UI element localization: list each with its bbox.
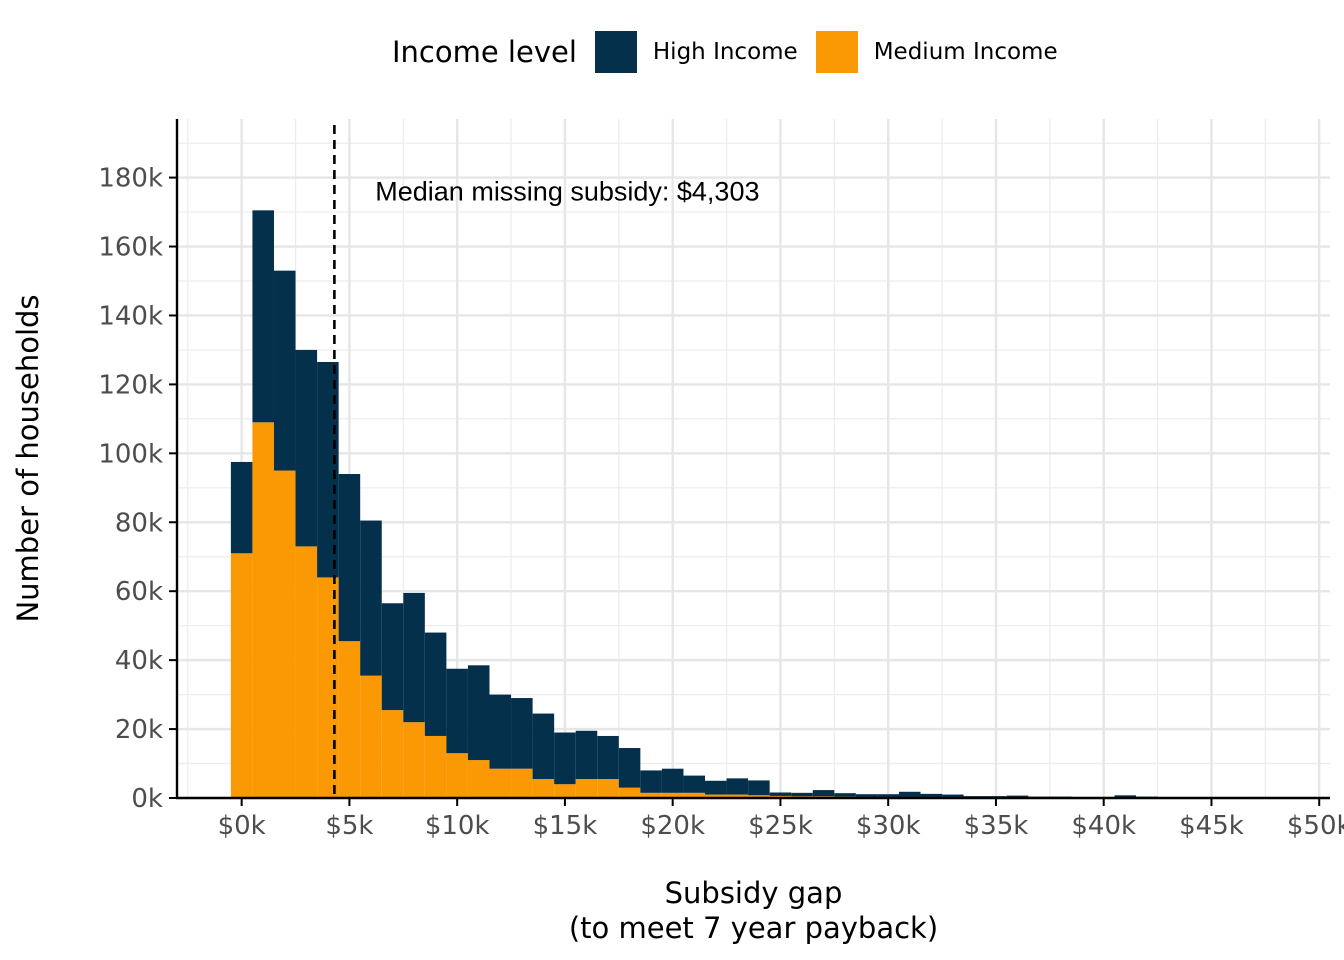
x-tick-label: $45k: [1179, 811, 1244, 841]
y-tick-label: 0k: [131, 784, 163, 814]
bar-medium-income: [726, 794, 749, 798]
bar-high-income: [705, 780, 727, 795]
bar-medium-income: [403, 722, 425, 798]
bar-high-income: [511, 698, 533, 769]
bar-medium-income: [424, 735, 447, 798]
bar-medium-income: [661, 792, 684, 798]
bar-high-income: [597, 735, 619, 780]
bar-high-income: [230, 461, 253, 554]
bar-high-income: [963, 796, 986, 798]
bar-medium-income: [575, 779, 598, 798]
bar-medium-income: [467, 760, 490, 798]
x-tick-label: $10k: [425, 811, 490, 841]
bar-medium-income: [683, 792, 706, 798]
bar-medium-income: [273, 470, 296, 798]
x-tick-label: $40k: [1071, 811, 1136, 841]
bar-high-income: [338, 474, 361, 642]
legend-title: Income level: [392, 35, 577, 69]
legend-label-medium-income: Medium Income: [873, 39, 1058, 65]
bar-high-income: [769, 792, 792, 796]
bar-medium-income: [597, 779, 619, 798]
bar-high-income: [1114, 795, 1137, 798]
x-axis-subtitle: (to meet 7 year payback): [569, 911, 938, 945]
bar-high-income: [791, 792, 813, 797]
bar-high-income: [748, 780, 770, 796]
bar-high-income: [683, 775, 706, 793]
bar-high-income: [532, 713, 555, 780]
bar-high-income: [381, 603, 404, 711]
y-tick-label: 100k: [98, 439, 163, 469]
bar-high-income: [855, 794, 878, 797]
median-annotation: Median missing subsidy: $4,303: [375, 176, 759, 206]
bar-medium-income: [230, 553, 253, 798]
y-tick-label: 20k: [115, 715, 163, 745]
x-tick-label: $25k: [748, 811, 813, 841]
bar-medium-income: [252, 422, 274, 798]
x-tick-label: $15k: [533, 811, 598, 841]
bar-high-income: [726, 778, 749, 795]
bar-medium-income: [381, 710, 404, 798]
y-axis-title: Number of households: [11, 294, 45, 622]
legend: Income level High Income Medium Income: [392, 30, 1076, 74]
bar-high-income: [360, 520, 382, 676]
bar-medium-income: [338, 641, 361, 798]
x-axis-title: Subsidy gap: [665, 876, 843, 910]
bar-high-income: [489, 694, 512, 769]
y-tick-label: 180k: [98, 164, 163, 194]
axes: 0k 20k 40k 60k 80k 100k 120k 140k 160k 180k $0k $5k…: [98, 119, 1344, 841]
bar-high-income: [898, 791, 921, 797]
bar-high-income: [985, 796, 1007, 798]
y-tick-label: 120k: [98, 370, 163, 400]
y-tick-label: 60k: [115, 577, 163, 607]
bar-high-income: [812, 790, 835, 797]
y-tick-label: 80k: [115, 508, 163, 538]
bar-high-income: [403, 592, 425, 723]
x-tick-label: $20k: [640, 811, 705, 841]
bar-high-income: [424, 632, 447, 736]
bar-high-income: [252, 210, 274, 423]
legend-label-high-income: High Income: [652, 39, 798, 65]
y-tick-label: 40k: [115, 646, 163, 676]
bar-medium-income: [640, 792, 662, 798]
bar-medium-income: [511, 768, 533, 798]
bar-high-income: [575, 730, 598, 780]
bar-medium-income: [618, 787, 641, 798]
x-tick-label: $30k: [856, 811, 921, 841]
bar-high-income: [920, 793, 943, 798]
y-tick-label: 140k: [98, 301, 163, 331]
bar-high-income: [618, 748, 641, 788]
bar-medium-income: [705, 794, 727, 798]
bar-high-income: [1006, 795, 1029, 798]
bar-high-income: [834, 793, 856, 797]
x-tick-label: $35k: [964, 811, 1029, 841]
bar-high-income: [877, 794, 899, 797]
bar-high-income: [942, 794, 964, 798]
bar-high-income: [640, 770, 662, 793]
bar-high-income: [295, 349, 318, 547]
bar-medium-income: [360, 675, 382, 798]
bar-medium-income: [446, 753, 468, 798]
bar-medium-income: [295, 546, 318, 798]
y-tick-label: 160k: [98, 233, 163, 263]
bar-medium-income: [532, 779, 555, 798]
bar-high-income: [467, 665, 490, 761]
bar-high-income: [554, 732, 576, 785]
x-tick-label: $50k: [1287, 811, 1344, 841]
legend-key-medium-income: [815, 31, 858, 73]
x-tick-label: $5k: [325, 811, 373, 841]
bar-high-income: [661, 768, 684, 793]
legend-key-high-income: [594, 31, 637, 73]
bar-medium-income: [489, 768, 512, 798]
bar-medium-income: [554, 784, 576, 798]
bar-high-income: [273, 270, 296, 471]
bar-high-income: [446, 668, 468, 754]
bar-medium-income: [748, 795, 770, 798]
x-tick-label: $0k: [218, 811, 266, 841]
